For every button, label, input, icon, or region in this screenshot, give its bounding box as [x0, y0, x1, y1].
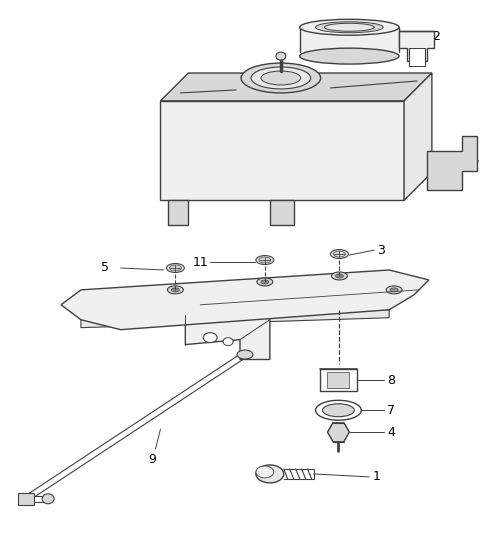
- Ellipse shape: [251, 67, 311, 89]
- Ellipse shape: [300, 19, 399, 35]
- Polygon shape: [300, 27, 399, 52]
- Bar: [18, 493, 34, 505]
- Polygon shape: [270, 200, 294, 225]
- Ellipse shape: [261, 280, 269, 284]
- Ellipse shape: [167, 264, 184, 272]
- Ellipse shape: [315, 22, 383, 33]
- Ellipse shape: [390, 288, 398, 292]
- Polygon shape: [399, 31, 434, 61]
- Ellipse shape: [386, 286, 402, 294]
- Polygon shape: [327, 423, 349, 441]
- Ellipse shape: [257, 278, 273, 286]
- Text: 10: 10: [452, 159, 468, 172]
- Polygon shape: [160, 73, 432, 101]
- Polygon shape: [409, 48, 425, 66]
- Bar: [320, 370, 357, 392]
- Ellipse shape: [334, 251, 346, 257]
- Ellipse shape: [168, 286, 183, 294]
- Polygon shape: [404, 73, 432, 200]
- Ellipse shape: [237, 350, 253, 359]
- Text: 3: 3: [377, 243, 385, 257]
- Text: 8: 8: [387, 374, 395, 387]
- Bar: [327, 372, 349, 388]
- Ellipse shape: [203, 333, 217, 342]
- Ellipse shape: [171, 288, 180, 292]
- Ellipse shape: [256, 466, 274, 478]
- Text: 11: 11: [192, 256, 208, 269]
- Text: 1: 1: [372, 470, 380, 484]
- Ellipse shape: [259, 257, 271, 263]
- Ellipse shape: [276, 52, 286, 60]
- Ellipse shape: [330, 250, 348, 258]
- Text: 7: 7: [387, 404, 395, 417]
- Polygon shape: [160, 101, 404, 200]
- Ellipse shape: [256, 465, 284, 483]
- Ellipse shape: [300, 48, 399, 64]
- Ellipse shape: [332, 272, 348, 280]
- Text: 6: 6: [361, 292, 369, 304]
- Ellipse shape: [315, 400, 361, 420]
- Ellipse shape: [323, 404, 354, 417]
- Polygon shape: [81, 310, 389, 327]
- Ellipse shape: [169, 265, 181, 271]
- Ellipse shape: [241, 63, 321, 93]
- Text: 9: 9: [148, 453, 156, 465]
- Polygon shape: [61, 270, 429, 330]
- Polygon shape: [168, 200, 188, 225]
- Polygon shape: [427, 136, 477, 190]
- Polygon shape: [185, 305, 270, 360]
- Text: 4: 4: [387, 426, 395, 439]
- Ellipse shape: [256, 256, 274, 264]
- Ellipse shape: [324, 24, 374, 31]
- Text: 5: 5: [101, 262, 109, 274]
- Ellipse shape: [336, 274, 343, 278]
- Text: 2: 2: [432, 30, 440, 43]
- Ellipse shape: [42, 494, 54, 504]
- Ellipse shape: [261, 71, 301, 85]
- Ellipse shape: [223, 338, 233, 346]
